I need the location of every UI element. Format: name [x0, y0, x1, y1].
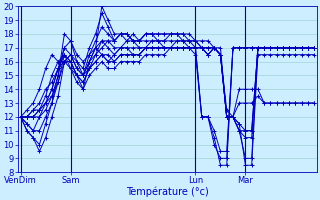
X-axis label: Température (°c): Température (°c) [126, 187, 209, 197]
